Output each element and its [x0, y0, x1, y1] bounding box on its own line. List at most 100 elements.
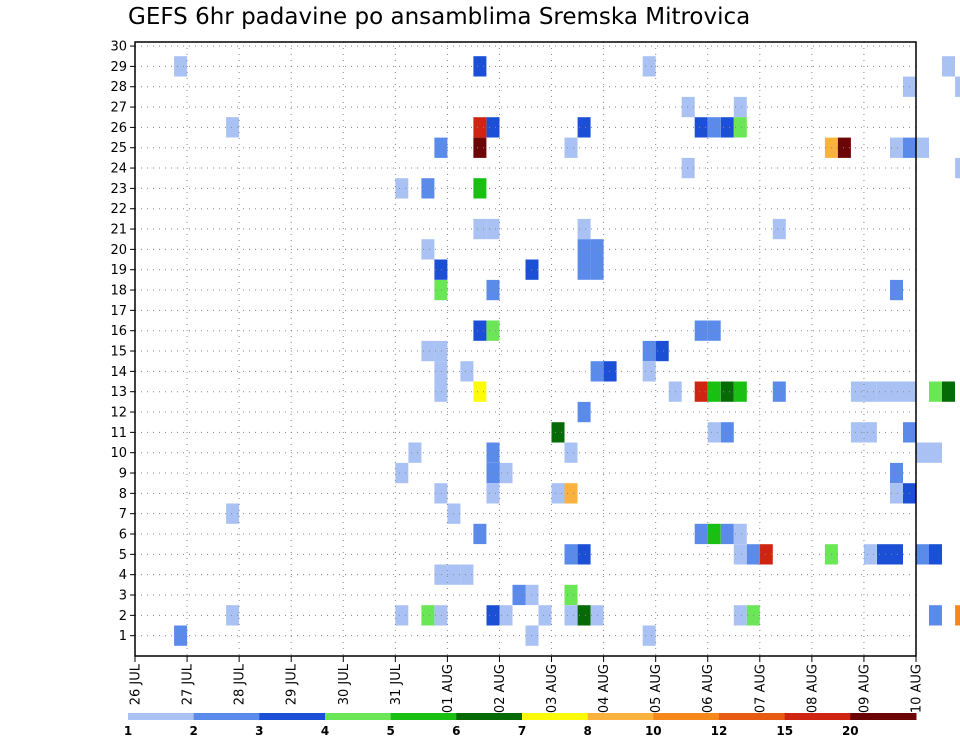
heatmap-cell: [434, 279, 448, 301]
heatmap-cell: [486, 117, 500, 138]
y-tick-label: 3: [119, 589, 127, 604]
x-tick-label: 31 JUL: [389, 663, 404, 705]
heatmap-cell: [473, 137, 487, 158]
y-tick-label: 16: [110, 324, 127, 339]
heatmap-cell: [642, 340, 656, 362]
y-tick-label: 7: [119, 507, 127, 522]
y-tick-label: 18: [110, 284, 127, 299]
colorbar-label: 3: [255, 724, 263, 738]
colorbar-swatch: [390, 713, 457, 720]
heatmap-cell: [434, 605, 448, 626]
heatmap-cell: [226, 503, 240, 524]
heatmap-cell: [955, 157, 960, 179]
heatmap-cell: [720, 523, 734, 545]
heatmap-cell: [538, 605, 552, 626]
heatmap-cell: [733, 523, 747, 545]
heatmap-cell: [642, 56, 656, 77]
heatmap-cell: [577, 117, 591, 138]
y-tick-label: 12: [110, 406, 127, 421]
x-tick-label: 03 AUG: [545, 664, 560, 713]
colorbar-label: 7: [518, 724, 526, 738]
colorbar-label: 5: [387, 724, 395, 738]
heatmap-cell: [877, 544, 890, 565]
heatmap-cell: [551, 422, 565, 443]
heatmap-cell: [434, 361, 448, 382]
y-tick-label: 19: [110, 263, 127, 278]
heatmap-cell: [486, 605, 500, 626]
heatmap-cell: [486, 218, 500, 240]
colorbar-label: 10: [645, 724, 662, 738]
colorbar-swatch: [325, 713, 392, 720]
colorbar-label: 20: [842, 724, 859, 738]
heatmap-cell: [473, 320, 487, 341]
heatmap-cell: [603, 361, 617, 382]
colorbar-label: 2: [190, 724, 198, 738]
heatmap-cell: [890, 381, 903, 402]
heatmap-cell: [759, 544, 773, 565]
heatmap-cell: [942, 381, 955, 402]
heatmap-cell: [694, 381, 708, 402]
heatmap-cell: [421, 178, 435, 199]
colorbar-label: 8: [584, 724, 592, 738]
heatmap-cell: [877, 381, 890, 402]
y-axis: 1234567891011121314151617181920212223242…: [110, 40, 135, 644]
heatmap-cell: [434, 259, 448, 280]
heatmap-cell: [434, 381, 448, 402]
y-tick-label: 9: [119, 467, 127, 482]
colorbar-swatch: [719, 713, 786, 720]
heatmap-cells: [174, 56, 960, 646]
y-tick-label: 25: [110, 141, 127, 156]
heatmap-cell: [174, 56, 188, 77]
x-tick-label: 02 AUG: [493, 664, 508, 713]
heatmap-cell: [772, 218, 786, 240]
x-tick-label: 10 AUG: [910, 664, 925, 713]
y-tick-label: 2: [119, 609, 127, 624]
heatmap-cell: [720, 117, 734, 138]
heatmap-cell: [916, 442, 929, 463]
y-tick-label: 14: [110, 365, 127, 380]
y-tick-label: 5: [119, 548, 127, 563]
heatmap-cell: [421, 239, 435, 260]
heatmap-cell: [473, 56, 487, 77]
heatmap-cell: [486, 320, 500, 341]
colorbar: 1 2 3 4 5 6 7 8 10 12 15 20: [124, 713, 917, 738]
colorbar-swatch: [128, 713, 195, 720]
x-tick-label: 27 JUL: [181, 663, 196, 705]
colorbar-label: 4: [321, 724, 329, 738]
y-tick-label: 13: [110, 385, 127, 400]
heatmap-cell: [486, 442, 500, 463]
heatmap-cell: [421, 340, 435, 362]
heatmap-cell: [577, 605, 591, 626]
colorbar-swatch: [784, 713, 851, 720]
heatmap-cell: [942, 56, 955, 77]
heatmap-cell: [916, 137, 929, 158]
heatmap-cell: [707, 381, 721, 402]
heatmap-cell: [395, 605, 409, 626]
heatmap-cell: [564, 483, 578, 504]
heatmap-cell: [564, 584, 578, 606]
y-tick-label: 30: [110, 40, 127, 55]
y-tick-label: 24: [110, 162, 127, 177]
x-tick-label: 09 AUG: [857, 664, 872, 713]
x-tick-label: 08 AUG: [805, 664, 820, 713]
x-tick-label: 05 AUG: [649, 664, 664, 713]
x-tick-label: 26 JUL: [129, 663, 144, 705]
heatmap-cell: [694, 523, 708, 545]
heatmap-cell: [733, 544, 747, 565]
heatmap-cell: [850, 381, 864, 402]
colorbar-label: 15: [776, 724, 793, 738]
colorbar-label: 1: [124, 724, 132, 738]
heatmap-cell: [564, 137, 578, 158]
colorbar-swatch: [456, 713, 523, 720]
y-tick-label: 11: [110, 426, 127, 441]
heatmap-cell: [772, 381, 786, 402]
x-tick-label: 30 JUL: [337, 663, 352, 705]
heatmap-cell: [655, 340, 669, 362]
heatmap-cell: [916, 544, 929, 565]
heatmap-cell: [707, 117, 721, 138]
heatmap-cell: [226, 605, 240, 626]
heatmap-cell: [577, 239, 591, 260]
heatmap-cell: [551, 483, 565, 504]
y-tick-label: 21: [110, 223, 127, 238]
